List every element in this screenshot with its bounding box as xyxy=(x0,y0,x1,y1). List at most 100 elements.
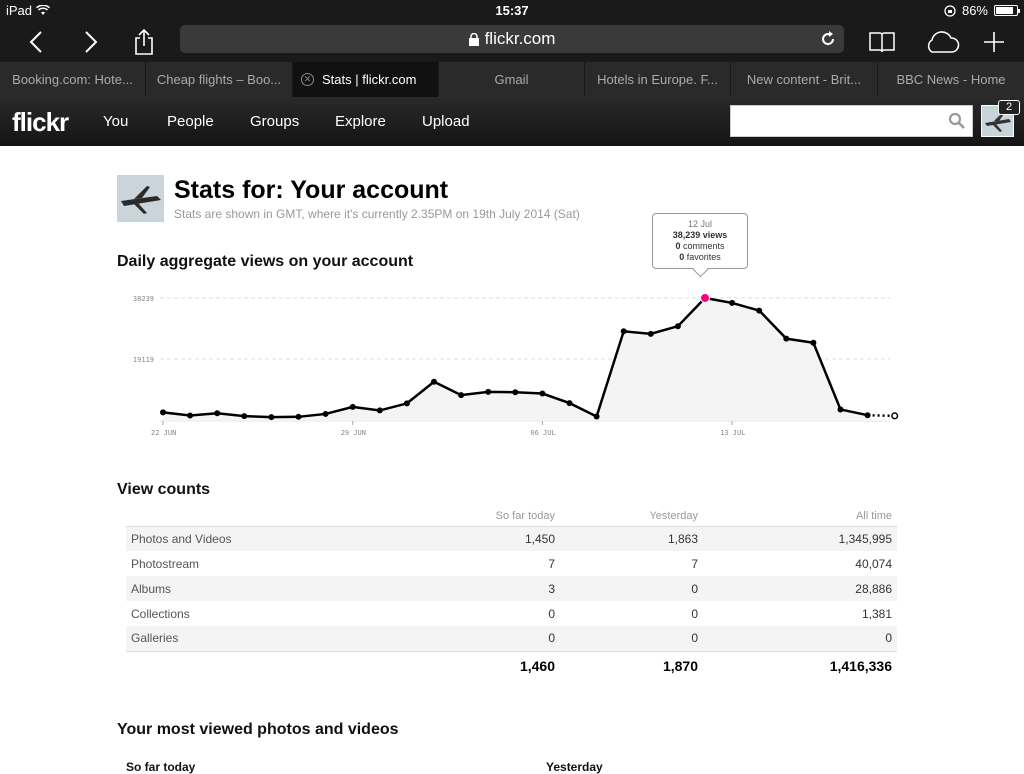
forward-button[interactable] xyxy=(75,26,107,58)
column-header: Yesterday xyxy=(560,506,703,527)
account-avatar xyxy=(117,175,164,222)
tooltip-comments-value: 0 xyxy=(675,241,681,251)
share-button[interactable] xyxy=(128,26,160,58)
page-subtitle: Stats are shown in GMT, where it's curre… xyxy=(174,207,580,221)
nav-people[interactable]: People xyxy=(167,113,214,130)
nav-upload[interactable]: Upload xyxy=(422,113,470,130)
partial-data-point xyxy=(891,412,899,420)
cell-yesterday: 0 xyxy=(560,576,703,601)
data-point xyxy=(485,388,492,395)
icloud-tabs-button[interactable] xyxy=(922,26,962,58)
data-point xyxy=(241,413,248,420)
page-title: Stats for: Your account xyxy=(174,176,449,204)
cell-today: 3 xyxy=(436,576,560,601)
data-point xyxy=(674,323,681,330)
browser-toolbar: flickr.com xyxy=(0,22,1024,62)
tab-hotels-europe[interactable]: Hotels in Europe. F... xyxy=(585,62,731,97)
reload-icon[interactable] xyxy=(818,29,838,49)
row-label: Galleries xyxy=(126,626,436,651)
total-today: 1,460 xyxy=(436,650,560,681)
data-point xyxy=(403,400,410,407)
notification-badge[interactable]: 2 xyxy=(998,100,1020,115)
total-yesterday: 1,870 xyxy=(560,650,703,681)
url-text: flickr.com xyxy=(484,29,556,48)
area-fill xyxy=(163,298,868,420)
tab-gmail[interactable]: Gmail xyxy=(439,62,585,97)
tooltip-views-label: views xyxy=(702,230,728,240)
cell-today: 1,450 xyxy=(436,526,560,551)
flickr-navbar: flickr You People Groups Explore Upload xyxy=(0,97,1024,146)
flickr-logo[interactable]: flickr xyxy=(12,107,69,137)
cell-yesterday: 0 xyxy=(560,626,703,651)
nav-groups[interactable]: Groups xyxy=(250,113,300,130)
share-icon xyxy=(135,29,153,55)
data-point xyxy=(187,412,194,419)
data-point xyxy=(458,392,465,399)
data-point xyxy=(268,414,275,421)
data-point xyxy=(783,335,790,342)
table-row: Albums 3 0 28,886 xyxy=(126,576,897,601)
address-bar[interactable]: flickr.com xyxy=(180,25,844,53)
y-tick-label: 19119 xyxy=(133,356,154,364)
table-row: Collections 0 0 1,381 xyxy=(126,601,897,626)
cell-yesterday: 7 xyxy=(691,556,698,571)
table-header-row: So far today Yesterday All time xyxy=(126,506,897,527)
cell-all-time: 28,886 xyxy=(703,576,897,601)
row-label: Photos and Videos xyxy=(126,526,436,551)
search-input[interactable] xyxy=(730,105,973,137)
search-icon[interactable] xyxy=(948,112,966,130)
tab-booking[interactable]: Booking.com: Hote... xyxy=(0,62,146,97)
plus-icon xyxy=(984,32,1004,52)
close-tab-icon[interactable]: ✕ xyxy=(301,73,314,86)
tab-stats-flickr[interactable]: ✕ Stats | flickr.com xyxy=(293,62,439,97)
view-counts-heading: View counts xyxy=(117,481,211,498)
cloud-icon xyxy=(927,31,960,53)
daily-views-chart: 38239 19119 22 JUN 29 JUN 06 JUL 13 JUL xyxy=(133,293,899,437)
data-point xyxy=(756,307,763,314)
cell-all-time: 1,345,995 xyxy=(703,526,897,551)
tooltip-date: 12 Jul xyxy=(687,219,713,229)
x-tick-label: 06 JUL xyxy=(530,429,555,437)
view-counts-table: So far today Yesterday All time Photos a… xyxy=(126,506,897,681)
new-tab-button[interactable] xyxy=(978,26,1010,58)
data-point xyxy=(729,299,736,306)
battery-icon xyxy=(994,5,1020,16)
partial-day-line xyxy=(867,413,895,418)
tab-cheap-flights[interactable]: Cheap flights – Boo... xyxy=(146,62,293,97)
nav-explore[interactable]: Explore xyxy=(335,113,386,130)
column-header: So far today xyxy=(436,506,560,527)
rotation-lock-icon xyxy=(944,4,956,17)
cell-today: 7 xyxy=(548,556,555,571)
most-viewed-heading: Your most viewed photos and videos xyxy=(117,721,399,738)
tooltip-comments-label: comments xyxy=(683,241,725,251)
chart-heading: Daily aggregate views on your account xyxy=(117,253,414,270)
table-row: Galleries 0 0 0 xyxy=(126,626,897,651)
cell-today: 0 xyxy=(436,626,560,651)
device-name: iPad xyxy=(6,3,33,18)
lock-icon xyxy=(468,32,479,46)
data-point xyxy=(295,413,302,420)
cell-yesterday: 1,863 xyxy=(560,526,703,551)
nav-you[interactable]: You xyxy=(103,113,129,130)
chevron-left-icon xyxy=(29,31,42,53)
bookmarks-button[interactable] xyxy=(866,26,898,58)
row-label: Collections xyxy=(131,606,190,621)
data-point xyxy=(214,410,221,417)
cell-all-time: 1,381 xyxy=(861,606,892,621)
y-tick-label: 38239 xyxy=(133,295,154,303)
data-point xyxy=(593,413,600,420)
back-button[interactable] xyxy=(20,26,52,58)
highlighted-data-point xyxy=(700,293,710,303)
cell-yesterday: 0 xyxy=(691,606,698,621)
cell-today: 0 xyxy=(548,606,555,621)
most-viewed-today-header: So far today xyxy=(126,760,196,774)
book-icon xyxy=(869,32,895,53)
data-point xyxy=(539,390,546,397)
status-bar: iPad 15:37 86% xyxy=(0,0,1024,22)
x-tick-label: 29 JUN xyxy=(341,429,366,437)
cell-all-time: 40,074 xyxy=(855,556,892,571)
tab-bbc-news[interactable]: BBC News - Home xyxy=(896,72,1006,87)
totals-row: 1,460 1,870 1,416,336 xyxy=(126,650,897,681)
tab-new-content[interactable]: New content - Brit... xyxy=(731,62,878,97)
row-label: Photostream xyxy=(131,556,200,571)
